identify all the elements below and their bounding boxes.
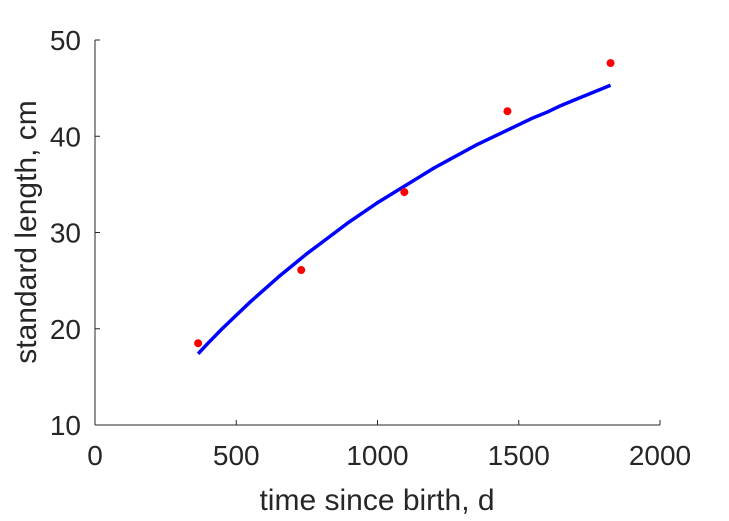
data-point (400, 188, 409, 197)
x-tick-label: 500 (213, 440, 260, 471)
x-tick-label: 2000 (629, 440, 691, 471)
y-ticks: 10 20 30 40 50 (50, 25, 100, 441)
data-point (297, 266, 306, 275)
x-ticks: 0 500 1000 1500 2000 (87, 420, 691, 471)
x-tick-label: 0 (87, 440, 103, 471)
y-axis-title: standard length, cm (10, 100, 43, 363)
fit-curve (196, 83, 612, 355)
data-point (606, 59, 615, 68)
y-tick-label: 40 (50, 121, 81, 152)
y-tick-label: 10 (50, 410, 81, 441)
data-point (194, 339, 203, 348)
y-tick-label: 30 (50, 218, 81, 249)
data-point (503, 107, 512, 116)
plot-area (194, 59, 615, 355)
x-axis-title: time since birth, d (259, 484, 494, 517)
y-tick-label: 20 (50, 314, 81, 345)
y-tick-label: 50 (50, 25, 81, 56)
x-tick-label: 1000 (346, 440, 408, 471)
x-tick-label: 1500 (488, 440, 550, 471)
